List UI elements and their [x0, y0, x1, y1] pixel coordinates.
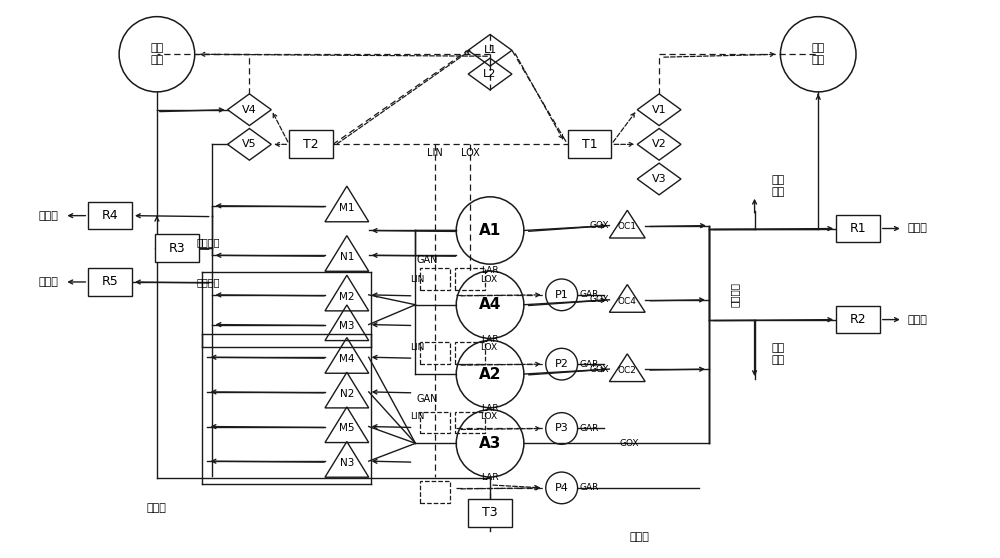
Text: 水冷塔: 水冷塔	[147, 503, 167, 513]
FancyBboxPatch shape	[88, 202, 132, 229]
Text: LAR: LAR	[481, 404, 499, 413]
Text: LAR: LAR	[481, 266, 499, 275]
Text: 炼铁厂: 炼铁厂	[39, 277, 58, 287]
Text: 低压氮气: 低压氮气	[197, 277, 220, 287]
Text: 氧气
放散: 氧气 放散	[772, 175, 785, 197]
Text: 炼铁厂: 炼铁厂	[908, 315, 928, 325]
Text: LIN: LIN	[427, 148, 443, 158]
Text: N3: N3	[340, 458, 354, 468]
Text: P1: P1	[555, 290, 569, 300]
FancyBboxPatch shape	[568, 131, 611, 158]
FancyBboxPatch shape	[155, 234, 199, 262]
Text: GAR: GAR	[580, 483, 599, 492]
Text: LAR: LAR	[481, 474, 499, 483]
Text: R4: R4	[102, 209, 118, 222]
FancyBboxPatch shape	[468, 499, 512, 527]
Text: GAN: GAN	[416, 255, 438, 265]
Text: GOX: GOX	[619, 439, 639, 448]
Text: LAR: LAR	[481, 335, 499, 344]
Text: A4: A4	[479, 297, 501, 312]
Text: V2: V2	[652, 140, 666, 150]
Text: GAN: GAN	[416, 394, 438, 404]
Text: L1: L1	[483, 45, 497, 55]
Text: LOX: LOX	[461, 148, 480, 158]
Text: M3: M3	[339, 321, 355, 331]
Text: LIN: LIN	[410, 412, 424, 421]
Text: R2: R2	[850, 313, 866, 326]
Text: A2: A2	[479, 367, 501, 382]
Text: GOX: GOX	[590, 295, 609, 304]
Text: 氮气
球罐: 氮气 球罐	[150, 44, 164, 65]
Text: T1: T1	[582, 138, 597, 151]
Text: L2: L2	[483, 69, 497, 79]
FancyBboxPatch shape	[289, 131, 333, 158]
Text: N2: N2	[340, 389, 354, 398]
Text: P2: P2	[555, 359, 569, 369]
Text: V4: V4	[242, 105, 257, 115]
Text: LIN: LIN	[410, 343, 424, 352]
Text: OC2: OC2	[618, 366, 637, 375]
Text: A3: A3	[479, 436, 501, 451]
Text: LOX: LOX	[480, 276, 497, 285]
Text: V3: V3	[652, 174, 666, 184]
Text: OC4: OC4	[618, 297, 637, 306]
Text: LOX: LOX	[480, 343, 497, 352]
FancyBboxPatch shape	[88, 268, 132, 296]
Text: M5: M5	[339, 424, 355, 434]
Text: V5: V5	[242, 140, 257, 150]
Text: M2: M2	[339, 292, 355, 302]
Text: LIN: LIN	[410, 276, 424, 285]
Text: 氧气
球罐: 氧气 球罐	[812, 44, 825, 65]
Text: R3: R3	[168, 242, 185, 255]
Text: 炼钢厂: 炼钢厂	[908, 224, 928, 233]
Text: T2: T2	[303, 138, 319, 151]
Text: LOX: LOX	[480, 412, 497, 421]
Text: M1: M1	[339, 203, 355, 213]
Text: GOX: GOX	[590, 221, 609, 230]
Text: N1: N1	[340, 252, 354, 262]
Text: 高压氧气: 高压氧气	[730, 282, 740, 307]
Text: GOX: GOX	[590, 364, 609, 374]
FancyBboxPatch shape	[836, 215, 880, 242]
Text: T3: T3	[482, 506, 498, 519]
Text: M4: M4	[339, 354, 355, 364]
Text: A1: A1	[479, 223, 501, 238]
Text: R5: R5	[102, 276, 119, 288]
Text: 炼钢厂: 炼钢厂	[39, 210, 58, 220]
Text: R1: R1	[850, 222, 866, 235]
Text: 炼钢厂: 炼钢厂	[629, 532, 649, 542]
Text: GAR: GAR	[580, 424, 599, 433]
Text: GAR: GAR	[580, 290, 599, 299]
Text: 中压氮气: 中压氮气	[197, 237, 220, 247]
Text: P3: P3	[555, 424, 569, 434]
Text: V1: V1	[652, 105, 666, 115]
Text: 氧气
放散: 氧气 放散	[772, 343, 785, 365]
Text: GAR: GAR	[580, 360, 599, 369]
Text: P4: P4	[555, 483, 569, 493]
FancyBboxPatch shape	[836, 306, 880, 334]
Text: OC1: OC1	[618, 223, 637, 232]
